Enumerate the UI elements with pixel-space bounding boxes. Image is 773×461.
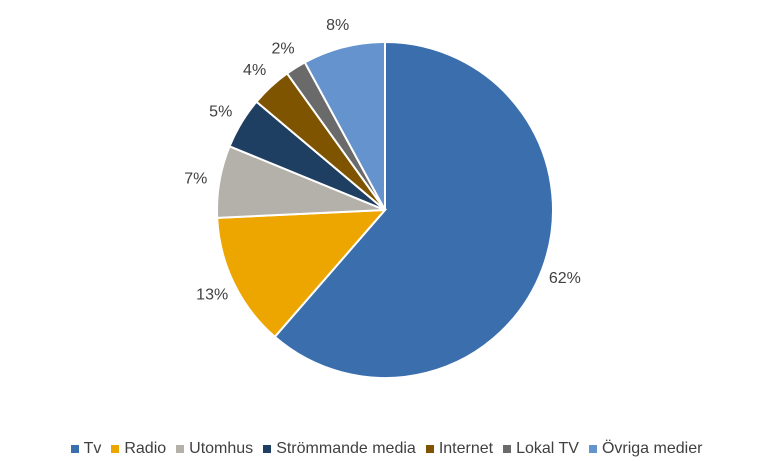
pie-slices [216,40,554,379]
pie-slice-ovriga-medier [303,40,386,211]
legend-label: Utomhus [189,440,254,457]
data-label-strommande-media: 5% [209,104,232,121]
legend-swatch [70,445,79,453]
legend-item-radio: Radio [111,440,166,458]
pie-slice-tv [273,40,554,379]
legend-item-internet: Internet [425,440,494,458]
legend-item-lokal-tv: Lokal TV [503,440,579,458]
chart-legend: Tv Radio Utomhus Strömmande media Internet Lo… [0,440,773,458]
pie-chart: 62% 13% 7% 5% 4% 2% 8% [184,17,581,379]
legend-swatch [588,445,597,453]
legend-label: Strömmande media [276,440,416,457]
legend-swatch [263,445,272,453]
legend-label: Lokal TV [516,440,579,457]
pie-data-labels: 62% 13% 7% 5% 4% 2% 8% [184,17,581,304]
legend-swatch [176,445,185,453]
data-label-radio: 13% [196,287,228,304]
legend-swatch [503,445,512,453]
legend-item-ovriga-medier: Övriga medier [588,440,703,458]
legend-label: Övriga medier [601,440,703,457]
legend-item-strommande-media: Strömmande media [263,440,416,458]
legend-item-utomhus: Utomhus [176,440,253,458]
legend-label: Internet [438,440,494,457]
legend-item-tv: Tv [70,440,102,458]
legend-swatch [425,445,434,453]
data-label-utomhus: 7% [184,170,207,187]
data-label-internet: 4% [243,62,266,79]
data-label-ovriga-medier: 8% [326,17,349,34]
data-label-tv: 62% [549,270,581,287]
legend-swatch [111,445,120,453]
legend-label: Tv [83,440,102,457]
data-label-lokal-tv: 2% [271,40,294,57]
pie-slice-radio [216,208,388,339]
legend-label: Radio [124,440,167,457]
